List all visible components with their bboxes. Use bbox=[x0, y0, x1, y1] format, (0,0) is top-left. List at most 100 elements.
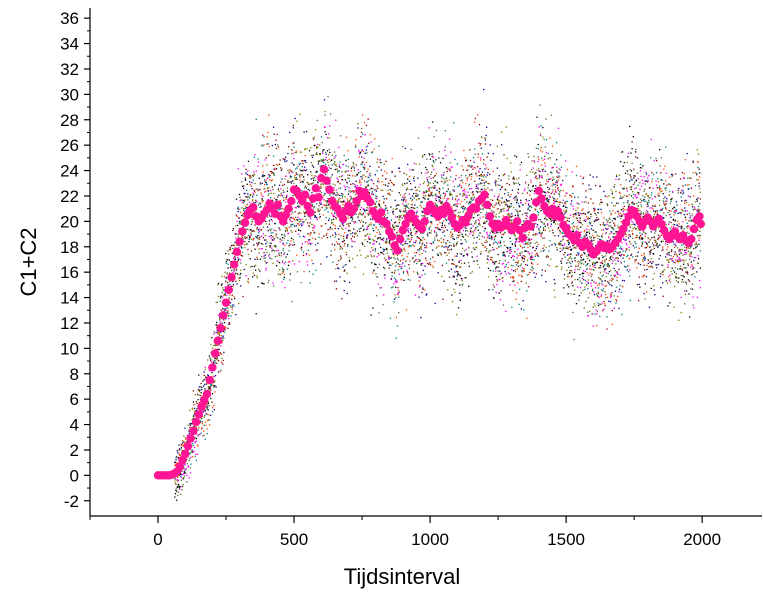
sample-point bbox=[202, 430, 205, 432]
sample-point bbox=[559, 176, 561, 178]
sample-point bbox=[233, 305, 235, 307]
sample-point bbox=[332, 196, 335, 198]
sample-point bbox=[313, 205, 315, 208]
sample-point bbox=[201, 422, 204, 425]
sample-point bbox=[451, 233, 454, 235]
sample-point bbox=[489, 189, 491, 191]
sample-point bbox=[587, 212, 590, 214]
sample-point bbox=[448, 138, 451, 140]
sample-point bbox=[504, 270, 506, 273]
sample-point bbox=[353, 236, 356, 238]
sample-point bbox=[579, 217, 581, 220]
sample-point bbox=[593, 266, 596, 268]
sample-point bbox=[266, 143, 268, 145]
sample-point bbox=[376, 185, 378, 187]
sample-point bbox=[295, 178, 297, 180]
sample-point bbox=[391, 157, 393, 160]
sample-point bbox=[547, 264, 549, 266]
sample-point bbox=[681, 208, 683, 211]
sample-point bbox=[557, 228, 559, 230]
sample-point bbox=[348, 177, 350, 179]
sample-point bbox=[413, 162, 415, 164]
sample-point bbox=[220, 369, 222, 371]
sample-point bbox=[494, 180, 497, 182]
sample-point bbox=[345, 227, 347, 230]
sample-point bbox=[347, 158, 350, 161]
sample-point bbox=[480, 143, 482, 145]
sample-point bbox=[620, 291, 622, 293]
sample-point bbox=[471, 175, 473, 178]
sample-point bbox=[520, 280, 523, 283]
sample-point bbox=[336, 191, 338, 194]
sample-point bbox=[417, 137, 420, 139]
sample-point bbox=[582, 270, 585, 272]
sample-point bbox=[262, 233, 265, 235]
sample-point bbox=[368, 236, 370, 238]
sample-point bbox=[418, 296, 420, 298]
sample-point bbox=[673, 253, 676, 256]
sample-point bbox=[427, 195, 430, 197]
sample-point bbox=[415, 252, 418, 254]
sample-point bbox=[545, 183, 547, 185]
sample-point bbox=[275, 147, 278, 150]
sample-point bbox=[278, 253, 280, 256]
sample-point bbox=[384, 267, 386, 270]
sample-point bbox=[588, 184, 590, 186]
sample-point bbox=[393, 277, 396, 279]
sample-point bbox=[405, 260, 407, 262]
sample-point bbox=[378, 243, 381, 245]
sample-point bbox=[618, 307, 620, 310]
sample-point bbox=[402, 198, 405, 200]
sample-point bbox=[210, 388, 212, 390]
sample-point bbox=[590, 282, 592, 284]
sample-point bbox=[366, 170, 368, 173]
sample-point bbox=[584, 212, 587, 215]
sample-point bbox=[244, 207, 247, 209]
sample-point bbox=[228, 297, 230, 300]
sample-point bbox=[271, 250, 273, 252]
sample-point bbox=[367, 207, 369, 209]
sample-point bbox=[614, 225, 616, 227]
sample-point bbox=[297, 213, 299, 215]
sample-point bbox=[643, 254, 645, 256]
sample-point bbox=[582, 212, 585, 214]
sample-point bbox=[638, 247, 640, 250]
sample-point bbox=[483, 182, 485, 184]
sample-point bbox=[539, 149, 542, 152]
sample-point bbox=[656, 159, 658, 162]
sample-point bbox=[189, 426, 191, 429]
sample-point bbox=[699, 287, 701, 289]
sample-point bbox=[326, 236, 329, 239]
sample-point bbox=[496, 232, 498, 234]
sample-point bbox=[580, 231, 582, 233]
sample-point bbox=[430, 171, 433, 173]
sample-point bbox=[240, 254, 242, 256]
sample-point bbox=[284, 156, 287, 158]
sample-point bbox=[308, 224, 310, 227]
sample-point bbox=[356, 196, 359, 198]
sample-point bbox=[354, 193, 357, 196]
sample-point bbox=[196, 402, 198, 405]
sample-point bbox=[685, 246, 688, 249]
sample-point bbox=[364, 152, 366, 154]
sample-point bbox=[650, 261, 652, 263]
sample-point bbox=[526, 290, 528, 292]
sample-point bbox=[332, 234, 334, 237]
sample-point bbox=[344, 232, 346, 234]
sample-point bbox=[343, 185, 345, 187]
sample-point bbox=[184, 438, 187, 440]
sample-point bbox=[308, 233, 310, 235]
sample-point bbox=[547, 256, 549, 258]
sample-point bbox=[377, 266, 379, 269]
sample-point bbox=[274, 143, 277, 146]
sample-point bbox=[181, 485, 184, 488]
sample-point bbox=[286, 242, 288, 244]
sample-point bbox=[568, 253, 570, 256]
sample-point bbox=[425, 172, 427, 174]
sample-point bbox=[410, 229, 412, 231]
sample-point bbox=[392, 224, 394, 226]
sample-point bbox=[663, 168, 665, 170]
sample-point bbox=[395, 205, 397, 207]
sample-point bbox=[395, 279, 397, 281]
sample-point bbox=[507, 261, 509, 264]
